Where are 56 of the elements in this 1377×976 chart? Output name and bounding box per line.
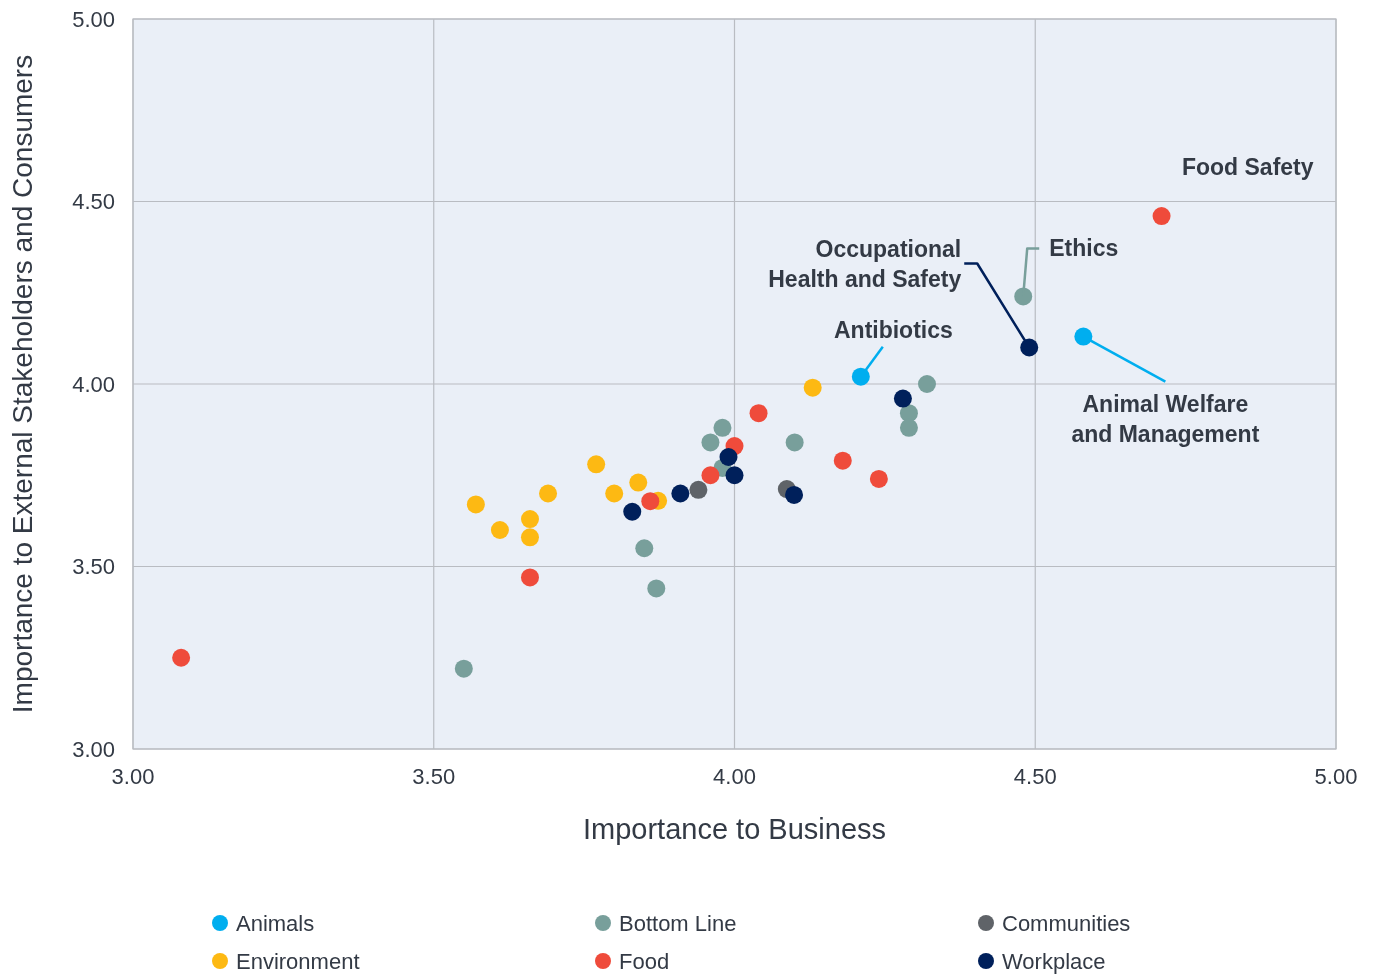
point (587, 455, 606, 474)
legend-label: Food (619, 948, 670, 974)
point (701, 466, 720, 485)
legend-label: Environment (236, 948, 360, 974)
point (899, 418, 918, 437)
point (647, 579, 666, 598)
point (785, 433, 804, 452)
point (520, 510, 539, 529)
y-tick-label: 3.00 (72, 736, 115, 762)
x-tick-label: 3.50 (412, 764, 456, 789)
point (689, 480, 708, 499)
y-tick-label: 4.50 (72, 189, 115, 215)
x-tick-label: 5.00 (1314, 764, 1358, 789)
point (833, 451, 852, 470)
annotation: Ethics (1049, 235, 1119, 262)
annotation: Animal Welfare and Management (1071, 390, 1260, 447)
x-axis-title: Importance to Business (582, 813, 887, 845)
point (701, 433, 720, 452)
point (719, 448, 738, 466)
point (520, 528, 539, 547)
point (869, 469, 888, 488)
legend-label: Animals (236, 910, 315, 936)
y-tick-label: 4.00 (72, 371, 115, 397)
point (520, 568, 539, 587)
point (466, 495, 485, 514)
point (629, 473, 648, 492)
x-tick-label: 4.50 (1013, 764, 1057, 789)
legend-label: Bottom Line (619, 910, 737, 936)
x-tick-label: 4.00 (713, 764, 756, 789)
point (725, 466, 744, 485)
point (1152, 207, 1171, 226)
x-tick-label: 3.00 (111, 764, 155, 789)
point (641, 492, 660, 511)
point (490, 521, 509, 539)
point (605, 484, 624, 503)
point (785, 485, 804, 504)
annotation: Occupational Health and Safety (768, 235, 962, 292)
point (671, 484, 690, 503)
point (917, 375, 936, 393)
y-tick-label: 5.00 (72, 6, 115, 32)
annotation: Antibiotics (833, 316, 953, 343)
point (893, 389, 912, 408)
point (539, 484, 558, 503)
legend-label: Workplace (1002, 948, 1106, 974)
point (623, 502, 642, 521)
point (454, 659, 473, 678)
point (749, 404, 768, 423)
point (851, 367, 870, 386)
annotation: Food Safety (1181, 154, 1314, 181)
y-axis-title: Importance to External Stakeholders and Consumers (7, 54, 38, 714)
legend-label: Communities (1002, 910, 1131, 936)
y-tick-label: 3.50 (72, 554, 115, 580)
point (635, 539, 654, 558)
point (803, 378, 822, 397)
point (713, 418, 732, 437)
point (172, 648, 191, 667)
